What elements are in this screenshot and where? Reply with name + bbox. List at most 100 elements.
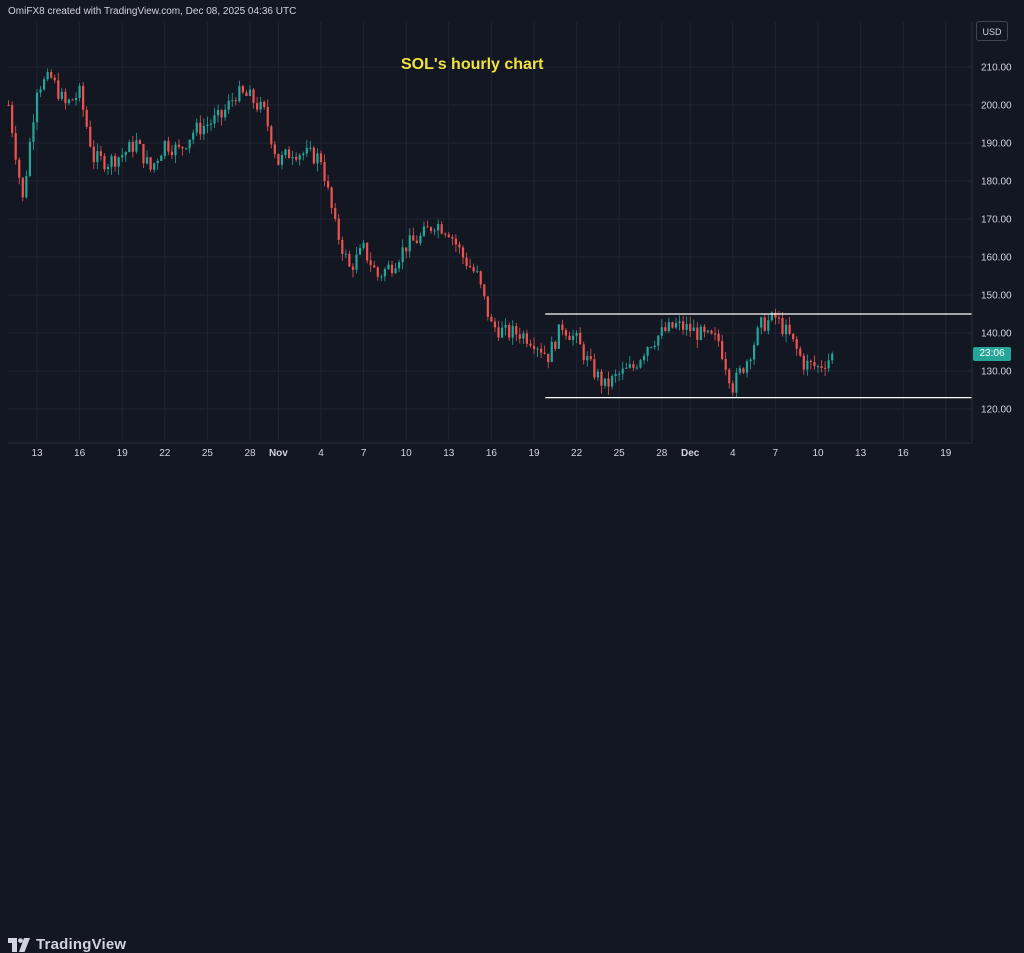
x-tick-label: 16 — [486, 448, 498, 459]
candle-body — [742, 368, 745, 373]
candle-body — [486, 296, 489, 317]
axes: 210.00 200.00 190.00 180.00 170.00 160.00 150.… — [8, 22, 1012, 459]
candle-body — [39, 89, 42, 93]
candle-body — [564, 330, 568, 336]
candlesticks — [7, 68, 834, 398]
candle-body — [547, 353, 550, 363]
candle-body — [206, 124, 209, 126]
candle-body — [458, 244, 461, 248]
candle-body — [529, 343, 532, 346]
candle-body — [447, 234, 450, 238]
candle-body — [799, 348, 802, 356]
candle-body — [398, 262, 401, 269]
candle-body — [124, 152, 127, 156]
candle-body — [351, 266, 355, 270]
candle-body — [738, 368, 741, 373]
x-tick-label: 4 — [730, 448, 736, 459]
candle-body — [67, 99, 71, 104]
candle-body — [341, 239, 344, 254]
x-tick-label: 28 — [656, 448, 668, 459]
candle-body — [412, 235, 415, 241]
candle-body — [511, 326, 514, 338]
candle-body — [220, 109, 223, 118]
candle-body — [777, 317, 781, 319]
candle-body — [383, 269, 386, 277]
candle-body — [177, 144, 181, 147]
candle-body — [43, 79, 46, 90]
candle-body — [131, 141, 134, 152]
candle-body — [454, 238, 457, 245]
candle-body — [28, 141, 31, 177]
candle-body — [550, 341, 553, 363]
candle-body — [106, 166, 110, 170]
candle-body — [312, 147, 315, 164]
attribution-text: OmiFX8 created with TradingView.com, Dec… — [8, 6, 297, 17]
candle-body — [309, 147, 312, 149]
candle-body — [394, 268, 397, 274]
candle-body — [238, 86, 241, 102]
price-chart[interactable]: 210.00 200.00 190.00 180.00 170.00 160.00 150.… — [0, 0, 1024, 462]
range-lines — [545, 313, 972, 399]
candle-body — [181, 146, 184, 149]
candle-body — [557, 324, 560, 349]
candle-body — [749, 359, 752, 362]
candle-body — [809, 360, 812, 363]
candle-body — [525, 333, 528, 344]
candle-body — [642, 355, 646, 361]
candle-body — [369, 260, 372, 266]
candle-body — [419, 235, 422, 244]
candle-body — [596, 371, 599, 378]
candle-body — [224, 109, 227, 118]
candle-body — [46, 71, 49, 80]
candle-body — [209, 123, 213, 125]
candle-body — [618, 373, 621, 375]
candle-body — [280, 155, 284, 165]
candle-body — [248, 89, 252, 96]
candle-body — [476, 271, 479, 273]
candle-body — [625, 367, 628, 369]
candle-body — [813, 362, 816, 367]
candle-body — [657, 335, 660, 346]
candle-body — [699, 326, 702, 340]
candle-body — [451, 237, 454, 239]
candle-body — [504, 325, 507, 328]
y-tick-label: 200.00 — [981, 101, 1012, 112]
x-tick-label: 25 — [614, 448, 626, 459]
candle-body — [674, 323, 678, 328]
currency-button[interactable]: USD — [976, 21, 1008, 41]
candle-body — [298, 155, 301, 160]
candle-body — [117, 157, 120, 167]
candle-body — [532, 345, 536, 350]
candle-body — [795, 339, 798, 349]
candle-body — [628, 364, 631, 368]
candle-body — [731, 383, 734, 393]
candle-body — [582, 344, 585, 361]
candle-body — [387, 264, 390, 270]
x-tick-label: 4 — [318, 448, 324, 459]
y-tick-label: 170.00 — [981, 215, 1012, 226]
candle-body — [611, 376, 614, 387]
tradingview-logo[interactable]: TradingView — [8, 936, 126, 953]
candle-body — [25, 176, 28, 198]
candle-body — [426, 226, 429, 228]
x-tick-label: Nov — [269, 448, 288, 459]
candle-body — [696, 327, 699, 340]
candle-body — [405, 247, 408, 252]
candle-body — [831, 353, 834, 361]
candle-body — [92, 146, 95, 163]
candle-body — [103, 155, 106, 170]
candle-body — [682, 321, 685, 330]
candle-body — [671, 322, 674, 328]
candle-body — [50, 71, 53, 78]
candle-body — [479, 271, 482, 285]
footer: TradingView — [0, 462, 1024, 953]
candle-body — [167, 140, 170, 152]
candle-body — [71, 99, 74, 101]
candle-body — [483, 284, 486, 297]
candle-body — [408, 235, 411, 252]
candle-body — [256, 103, 259, 110]
x-tick-label: 16 — [74, 448, 86, 459]
candle-body — [287, 149, 291, 159]
candle-body — [724, 358, 727, 370]
x-tick-label: 22 — [159, 448, 171, 459]
